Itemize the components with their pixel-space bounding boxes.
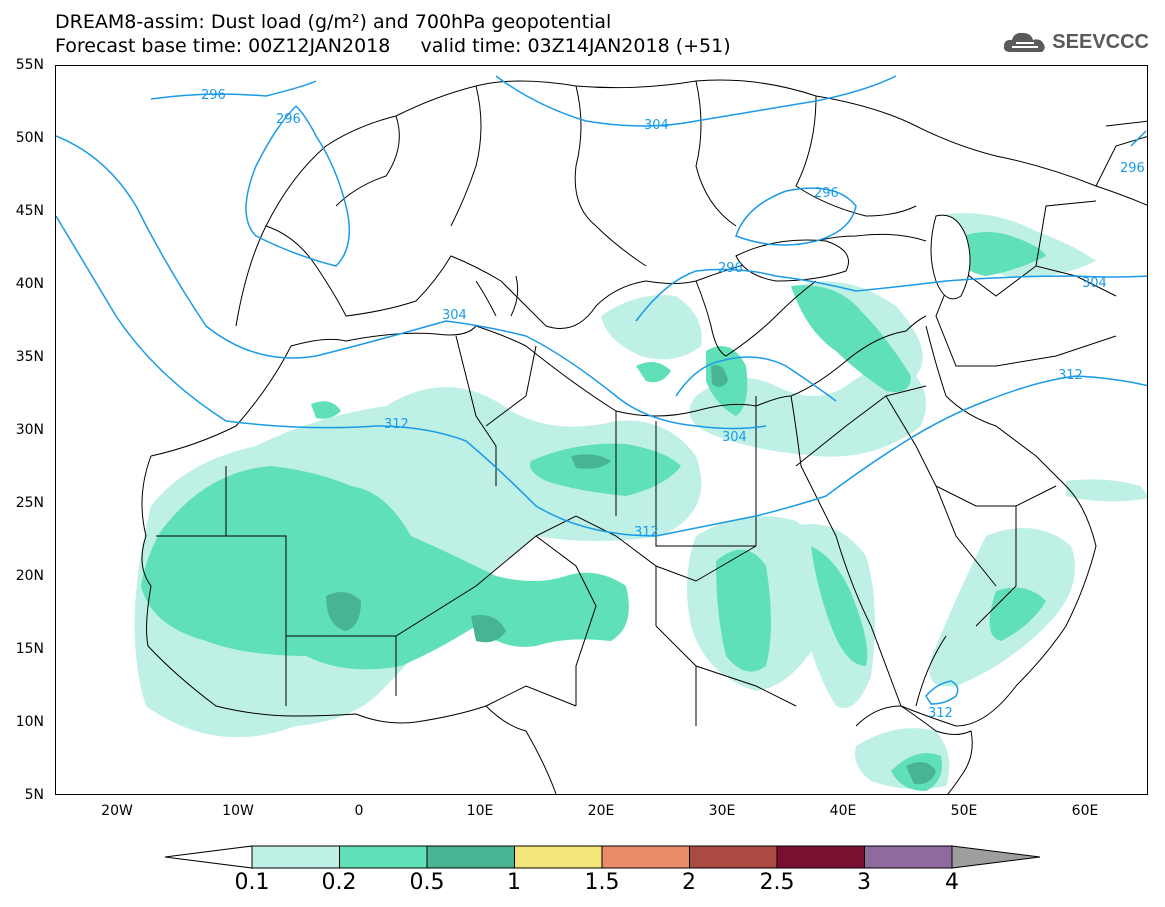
colorbar-label: 4 <box>945 870 959 895</box>
lon-label-40e: 40E <box>829 803 857 819</box>
contour-label: 296 <box>201 88 226 103</box>
colorbar-swatch <box>864 845 953 869</box>
lat-label-55n: 55N <box>15 57 44 73</box>
lat-label-15n: 15N <box>15 641 44 657</box>
lon-label-20e: 20E <box>587 803 615 819</box>
colorbar-swatch <box>601 845 690 869</box>
colorbar-label: 0.1 <box>234 870 270 895</box>
lat-label-10n: 10N <box>15 714 44 730</box>
contour-label: 304 <box>442 308 467 323</box>
contour-label: 296 <box>718 261 743 276</box>
lat-label-20n: 20N <box>15 568 44 584</box>
contour-labels: 296 296 304 296 296 296 304 304 312 304 … <box>201 88 1145 721</box>
lon-label-60e: 60E <box>1071 803 1099 819</box>
colorbar-label: 1.5 <box>584 870 620 895</box>
lon-label-0: 0 <box>354 803 364 819</box>
lat-label-40n: 40N <box>15 276 44 292</box>
contour-label: 312 <box>928 706 953 721</box>
lat-label-35n: 35N <box>15 349 44 365</box>
lat-label-5n: 5N <box>24 787 44 803</box>
seevccc-logo: SEEVCCC <box>1002 28 1149 56</box>
lon-label-10e: 10E <box>466 803 494 819</box>
land-boundaries <box>141 79 1147 794</box>
colorbar-label: 0.5 <box>409 870 445 895</box>
inland-seas <box>735 214 971 300</box>
colorbar-lower-arrow <box>164 845 253 869</box>
forecast-time-subtitle: Forecast base time: 00Z12JAN2018 valid t… <box>55 35 731 57</box>
colorbar-swatch <box>514 845 603 869</box>
contour-label: 312 <box>634 525 659 540</box>
colorbar-swatch <box>339 845 428 869</box>
logo-text: SEEVCCC <box>1052 30 1149 53</box>
contour-label: 312 <box>1058 368 1083 383</box>
lat-label-30n: 30N <box>15 422 44 438</box>
colorbar-label: 0.2 <box>321 870 357 895</box>
contour-label: 296 <box>1120 161 1145 176</box>
dust-shading-0-2 <box>141 232 1046 791</box>
colorbar-upper-arrow <box>951 845 1041 869</box>
lon-label-10w: 10W <box>222 803 254 819</box>
dust-shading-0-5 <box>326 365 936 785</box>
contour-label: 304 <box>722 430 747 445</box>
lon-label-20w: 20W <box>101 803 133 819</box>
colorbar-swatch <box>251 845 340 869</box>
contour-label: 312 <box>384 417 409 432</box>
colorbar-label: 2.5 <box>759 870 795 895</box>
colorbar-swatch <box>776 845 865 869</box>
contour-label: 304 <box>1082 276 1107 291</box>
lon-label-50e: 50E <box>950 803 978 819</box>
contour-label: 304 <box>644 118 669 133</box>
colorbar-label: 3 <box>857 870 871 895</box>
cloud-logo-icon <box>1004 32 1046 52</box>
colorbar-swatch <box>426 845 515 869</box>
lat-label-45n: 45N <box>15 203 44 219</box>
dust-map: 296 296 304 296 296 296 304 304 312 304 … <box>56 75 1147 794</box>
lat-label-50n: 50N <box>15 130 44 146</box>
colorbar-label: 2 <box>682 870 696 895</box>
contour-label: 296 <box>814 186 839 201</box>
lon-label-30e: 30E <box>708 803 736 819</box>
chart-title: DREAM8-assim: Dust load (g/m²) and 700hP… <box>55 11 612 33</box>
colorbar-swatch <box>689 845 778 869</box>
colorbar-label: 1 <box>507 870 521 895</box>
contour-label: 296 <box>276 112 301 127</box>
map-frame: 296 296 304 296 296 296 304 304 312 304 … <box>55 65 1148 795</box>
lat-label-25n: 25N <box>15 495 44 511</box>
colorbar-swatches <box>251 845 953 869</box>
geopotential-contours <box>56 75 1147 705</box>
